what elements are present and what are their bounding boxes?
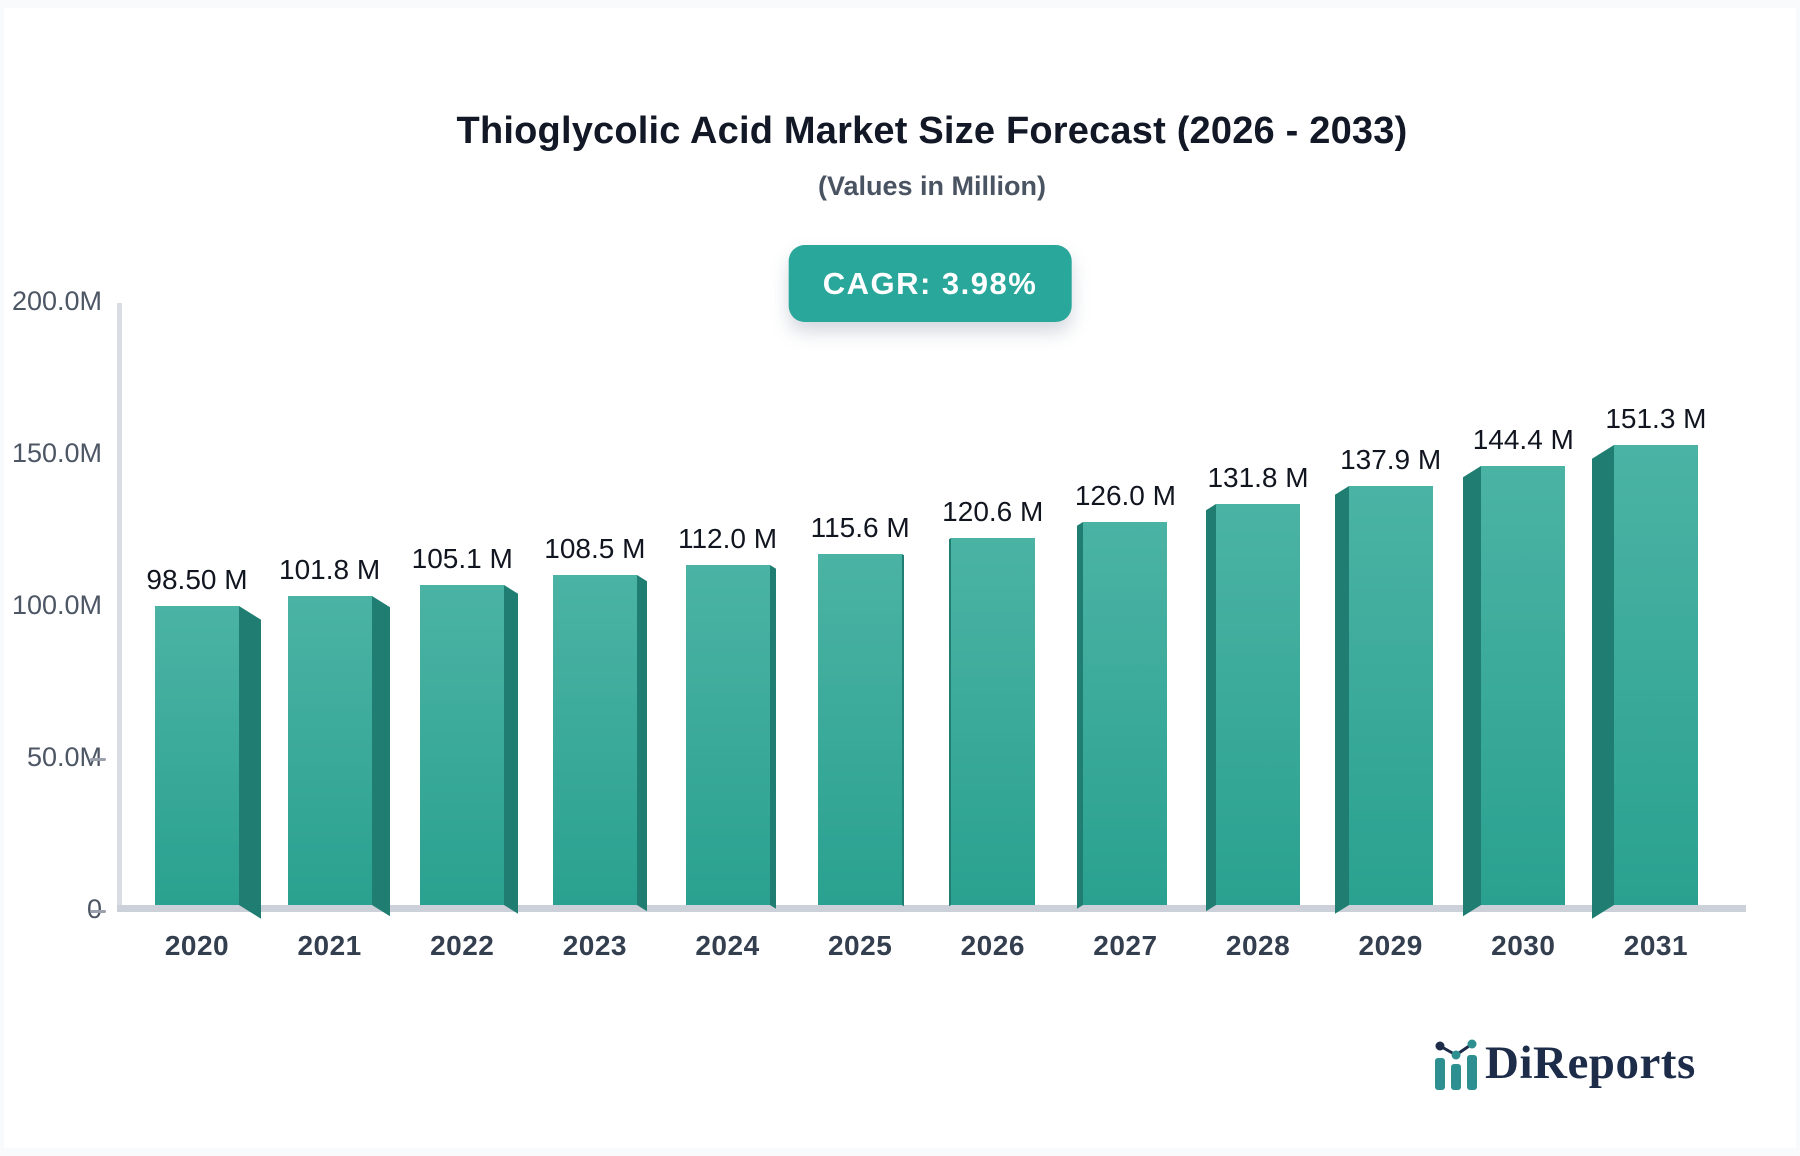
x-axis-label: 2027 bbox=[1093, 930, 1158, 961]
bar-side bbox=[1206, 504, 1217, 912]
bar-2029 bbox=[1348, 485, 1433, 905]
chart-header: Thioglycolic Acid Market Size Forecast (… bbox=[117, 8, 1747, 202]
bar-side bbox=[636, 575, 647, 912]
bar-side bbox=[902, 553, 905, 907]
bar-value-label: 144.4 M bbox=[1472, 424, 1574, 456]
x-axis-label: 2029 bbox=[1358, 930, 1423, 961]
bar-2025 bbox=[818, 553, 903, 905]
bar-value-label: 137.9 M bbox=[1340, 443, 1442, 475]
y-axis-line bbox=[117, 303, 122, 911]
bar-2022 bbox=[420, 585, 505, 905]
y-axis-label: 50.0M bbox=[26, 742, 102, 772]
bar-value-label: 98.50 M bbox=[146, 563, 248, 595]
y-axis-tick bbox=[90, 910, 106, 913]
chart-card: Thioglycolic Acid Market Size Forecast (… bbox=[4, 8, 1796, 1148]
bar-value-label: 101.8 M bbox=[279, 553, 381, 585]
x-axis-label: 2021 bbox=[297, 930, 362, 961]
bar-2028 bbox=[1216, 504, 1301, 905]
y-axis-label: 0 bbox=[86, 894, 102, 924]
direports-logo: DiReports bbox=[1432, 1030, 1696, 1096]
y-axis-tick bbox=[90, 758, 106, 761]
bar-value-label: 126.0 M bbox=[1074, 479, 1176, 511]
direports-logo-icon bbox=[1435, 1039, 1477, 1090]
cagr-badge: CAGR: 3.98% bbox=[788, 245, 1072, 322]
bar-side bbox=[371, 595, 390, 917]
bar-2027 bbox=[1083, 521, 1168, 905]
x-axis-line bbox=[117, 905, 1746, 912]
x-axis-label: 2020 bbox=[164, 930, 230, 961]
chart-title: Thioglycolic Acid Market Size Forecast (… bbox=[456, 110, 1408, 152]
bar-side bbox=[769, 564, 776, 909]
bar-value-label: 112.0 M bbox=[677, 522, 778, 554]
bar-chart: 200.0M 150.0M 100.0M 50.0M 0 98.50 M 2020 101.8… bbox=[4, 8, 1800, 1156]
bar-2021 bbox=[287, 595, 372, 905]
x-axis-label: 2025 bbox=[827, 930, 893, 961]
x-axis-label: 2023 bbox=[562, 930, 628, 961]
bar-2030 bbox=[1481, 466, 1566, 905]
bar-value-label: 120.6 M bbox=[942, 496, 1044, 528]
x-axis-label: 2028 bbox=[1225, 930, 1291, 961]
bar-side bbox=[1334, 485, 1349, 914]
bar-value-label: 108.5 M bbox=[544, 533, 646, 565]
chart-subtitle: (Values in Million) bbox=[817, 171, 1047, 201]
y-axis-label: 100.0M bbox=[11, 590, 102, 620]
bar-2031 bbox=[1613, 445, 1698, 905]
x-axis-label: 2024 bbox=[695, 930, 760, 961]
bar-2023 bbox=[552, 575, 637, 905]
bar-side bbox=[239, 605, 261, 919]
x-axis-label: 2026 bbox=[960, 930, 1025, 961]
bar-side bbox=[1591, 445, 1614, 919]
bar-side bbox=[1463, 466, 1482, 917]
bar-side bbox=[504, 585, 519, 914]
bar-value-label: 131.8 M bbox=[1207, 462, 1309, 494]
bar-2020 bbox=[155, 605, 239, 905]
x-axis-label: 2031 bbox=[1623, 930, 1689, 961]
bar-2026 bbox=[950, 538, 1035, 905]
bar-2024 bbox=[685, 564, 770, 905]
y-axis-label: 200.0M bbox=[11, 286, 102, 316]
x-axis-label: 2030 bbox=[1491, 930, 1556, 961]
bar-value-label: 105.1 M bbox=[411, 543, 513, 575]
bar-value-label: 115.6 M bbox=[810, 511, 910, 543]
y-axis-label: 150.0M bbox=[11, 438, 102, 468]
direports-logo-text: DiReports bbox=[1485, 1037, 1696, 1089]
bar-value-label: 151.3 M bbox=[1605, 403, 1707, 435]
x-axis-label: 2022 bbox=[430, 930, 495, 961]
